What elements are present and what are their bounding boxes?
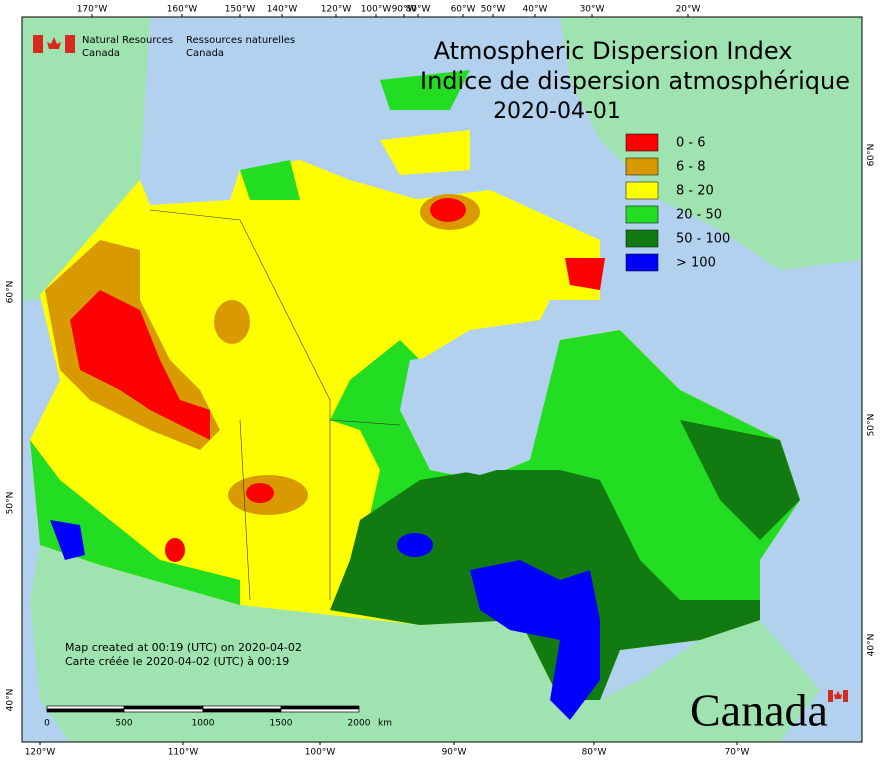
longitude-label: 70°W [725, 748, 750, 758]
arctic-island-1 [380, 70, 470, 110]
legend-swatch [625, 133, 659, 152]
scale-segment [123, 705, 204, 710]
legend-label: 6 - 8 [676, 160, 706, 175]
zone-blue-coast [50, 520, 85, 560]
wordmark-flag-left [828, 690, 833, 702]
legend-swatch [625, 229, 659, 248]
longitude-label: 80°W [406, 5, 431, 15]
zone-red-blob2 [165, 538, 185, 562]
wordmark: Canada [690, 685, 828, 736]
latitude-label: 60°N [867, 144, 877, 167]
longitude-label: 170°W [77, 5, 108, 15]
scale-label: 0 [44, 719, 50, 729]
scale-bar: 0 500 1000 1500 2000 km [44, 705, 392, 729]
longitude-label: 50°W [481, 5, 506, 15]
longitude-label: 80°W [582, 748, 607, 758]
longitude-label: 90°W [442, 748, 467, 758]
latitude-label: 60°N [6, 281, 16, 304]
scale-label: 500 [115, 719, 132, 729]
longitude-label: 160°W [167, 5, 198, 15]
agency-en: Natural Resources [82, 35, 173, 46]
scale-segment [280, 708, 360, 713]
legend-swatch [625, 253, 659, 272]
agency-fr: Canada [186, 48, 224, 59]
flag-bar-right [65, 35, 75, 53]
arctic-island-3 [380, 130, 470, 175]
note: Map created at 00:19 (UTC) on 2020-04-02 [65, 641, 302, 654]
legend-swatch [625, 181, 659, 200]
hudson-bay [400, 340, 560, 475]
note: Carte créée le 2020-04-02 (UTC) à 00:19 [65, 655, 289, 668]
latitude-label: 40°N [867, 634, 877, 657]
agency-fr: Ressources naturelles [186, 35, 295, 46]
date: 2020-04-01 [493, 99, 621, 124]
scale-segment [46, 705, 125, 710]
province-borders [149, 209, 401, 601]
map-frame [21, 16, 863, 743]
arctic-island-2 [240, 160, 300, 200]
usa [30, 545, 820, 742]
map-area [21, 16, 863, 743]
zone-blue-small [397, 533, 433, 557]
scale-label: 2000 [348, 719, 371, 729]
zone-orange-blob2 [214, 300, 250, 344]
longitude-label: 20°W [676, 5, 701, 15]
title: Atmospheric Dispersion Index [434, 37, 793, 65]
legend: 0 - 6 6 - 8 8 - 20 20 - 50 50 - 100 > 100 [625, 133, 730, 272]
subtitle: Indice de dispersion atmosphérique [420, 67, 850, 95]
graticule-labels: 170°W 160°W 150°W 140°W 120°W 100°W 90°W80°W 60… [6, 5, 877, 758]
longitude-label: 100°W [305, 748, 336, 758]
legend-label: 50 - 100 [676, 232, 730, 247]
flag-leaf [47, 37, 61, 49]
legend-label: 8 - 20 [676, 184, 714, 199]
longitude-label: 100°W [361, 5, 392, 15]
longitude-label: 150°W [225, 5, 256, 15]
scale-segment [202, 705, 282, 710]
latitude-label: 50°N [867, 414, 877, 437]
scale-label: 1000 [192, 719, 215, 729]
wordmark-flag-leaf [834, 691, 842, 699]
longitude-label: 140°W [267, 5, 298, 15]
latitude-label: 40°N [6, 689, 16, 712]
scale-label: 1500 [270, 719, 293, 729]
longitude-label: 40°W [523, 5, 548, 15]
longitude-label: 60°W [451, 5, 476, 15]
zone-green-west [30, 440, 240, 605]
agency-logo: Natural Resources Canada Ressources natu… [33, 35, 295, 59]
flag-bar-left [33, 35, 43, 53]
longitude-label: 30°W [580, 5, 605, 15]
legend-swatch [625, 205, 659, 224]
zone-darkgreen-east [680, 420, 800, 540]
longitude-label: 120°W [321, 5, 352, 15]
longitude-label: 120°W [25, 748, 56, 758]
scale-segment [46, 708, 125, 713]
longitude-label: 90°W [392, 5, 417, 15]
scale-segment [202, 708, 282, 713]
legend-label: > 100 [676, 256, 716, 271]
zone-red-blob [246, 483, 274, 503]
alaska [22, 17, 150, 300]
zone-red [70, 290, 210, 440]
greenland [560, 17, 862, 270]
legend-swatch [625, 157, 659, 176]
latitude-label: 50°N [6, 492, 16, 515]
zone-red-baffin [430, 198, 466, 222]
scale-segment [123, 708, 204, 713]
scale-unit: km [378, 719, 392, 729]
zone-blue [470, 560, 600, 720]
legend-label: 0 - 6 [676, 136, 706, 151]
wordmark-flag [828, 690, 848, 702]
scale-segment [280, 705, 360, 710]
agency-en: Canada [82, 48, 120, 59]
legend-label: 20 - 50 [676, 208, 722, 223]
zone-red-baffin-east [565, 258, 605, 290]
wordmark-flag-right [843, 690, 848, 702]
longitude-label: 110°W [168, 748, 199, 758]
